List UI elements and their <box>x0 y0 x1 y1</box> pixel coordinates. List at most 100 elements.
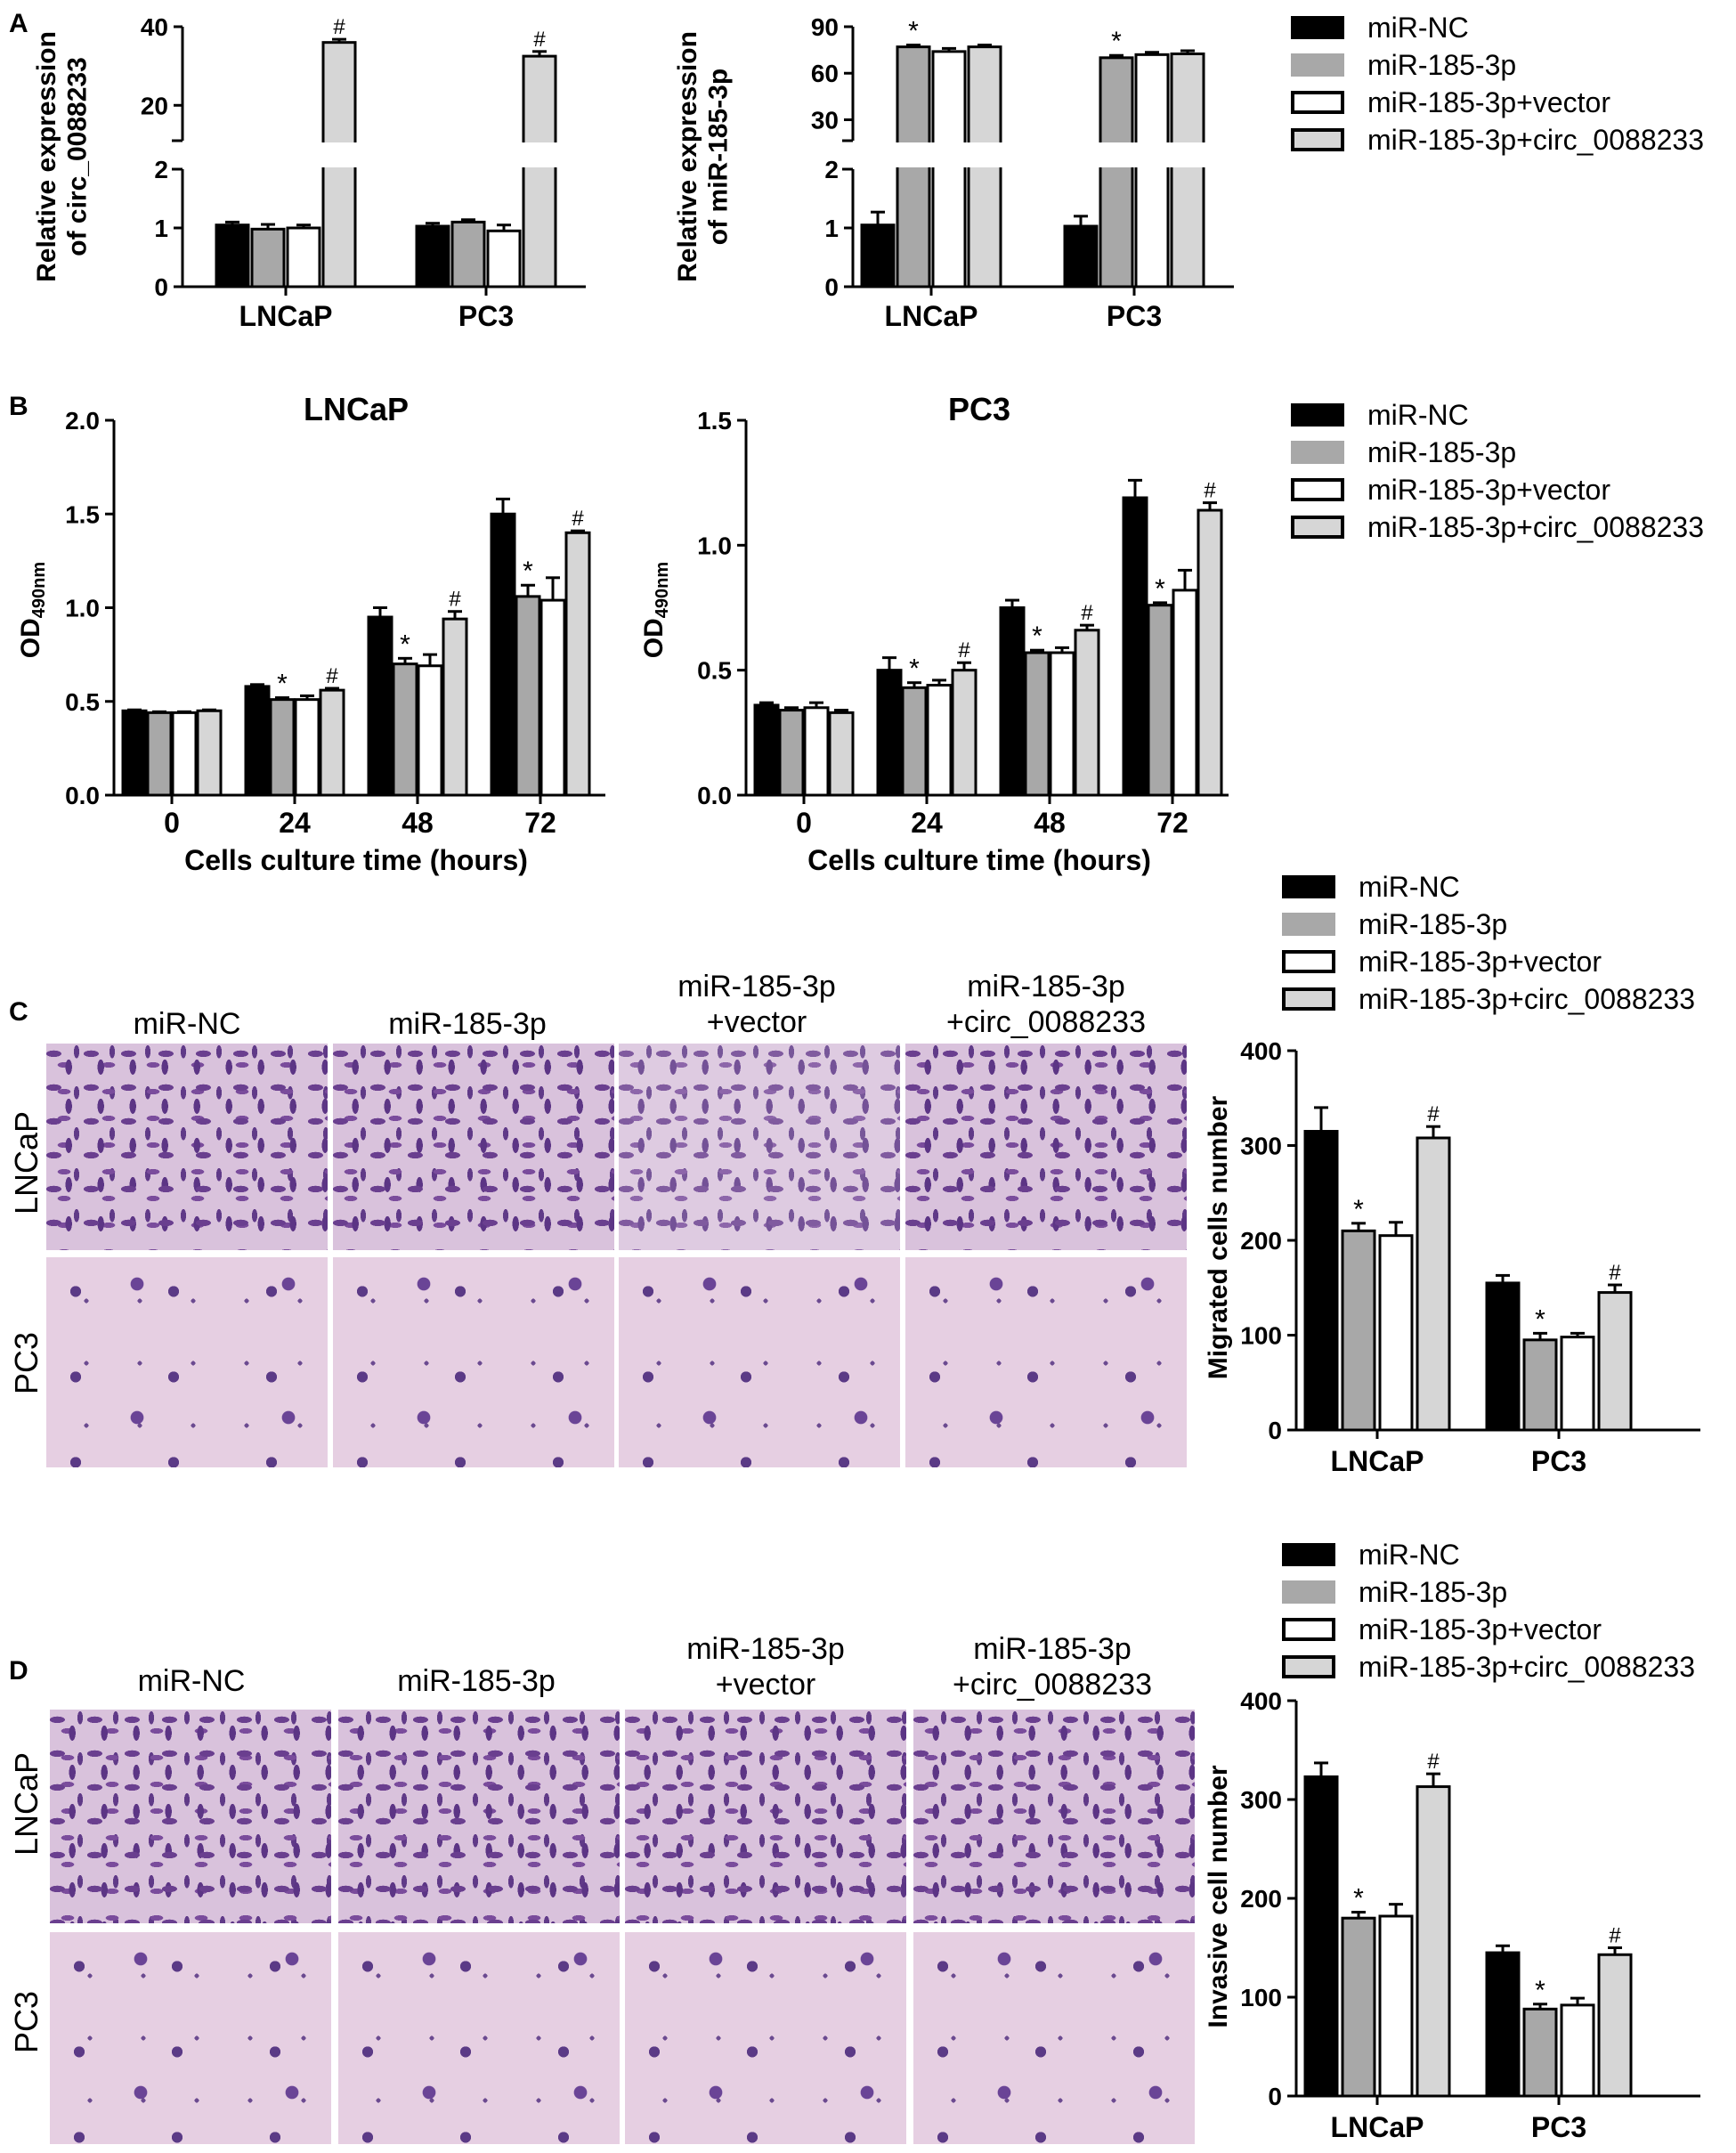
micrograph-d-lncap-vector <box>625 1710 906 1923</box>
y-tick-label: 400 <box>1240 1037 1282 1065</box>
legend-swatch <box>1291 441 1344 464</box>
bar <box>926 684 953 797</box>
legend-item: miR-185-3p <box>1291 434 1704 471</box>
legend-label: miR-NC <box>1367 398 1469 431</box>
chart-title: PC3 <box>948 391 1010 427</box>
significance-mark: * <box>1353 1195 1364 1224</box>
row-label-pc3: PC3 <box>8 1990 45 2054</box>
bar <box>367 615 393 797</box>
x-tick-label: LNCaP <box>1331 2111 1424 2143</box>
y-tick-label: 0 <box>1268 1417 1282 1444</box>
panel-label-d: D <box>9 1656 28 1686</box>
panel-label-a: A <box>9 9 28 38</box>
legend-label: miR-185-3p+circ_0088233 <box>1359 1650 1695 1683</box>
bar <box>244 685 271 797</box>
column-header-line: miR-NC <box>133 1007 241 1041</box>
y-tick-label: 1 <box>824 215 839 242</box>
y-tick-label: 1.5 <box>65 500 100 528</box>
chart-c: 0 100 200 300 400 * # LNCaP * # PC3 Migrated cells … <box>1204 1037 1700 1477</box>
micrograph-d-pc3-circ <box>913 1932 1195 2144</box>
column-header-line: miR-185-3p <box>686 1632 845 1666</box>
x-tick-label: 0 <box>796 807 812 839</box>
legend-item: miR-NC <box>1282 868 1695 906</box>
micrograph-c-lncap-circ <box>905 1044 1187 1250</box>
micrograph-c-pc3-vector <box>619 1257 900 1467</box>
legend-item: miR-185-3p+circ_0088233 <box>1291 121 1704 158</box>
bar <box>803 706 830 797</box>
significance-mark: # <box>1081 601 1093 625</box>
micrograph-c-pc3-circ <box>905 1257 1187 1467</box>
x-tick-label: LNCaP <box>885 300 978 332</box>
column-header-line: miR-NC <box>137 1664 246 1698</box>
legend-label: miR-185-3p+circ_0088233 <box>1367 123 1704 156</box>
significance-mark: * <box>400 630 410 659</box>
bar <box>1522 2007 1558 2098</box>
legend-swatch <box>1291 478 1344 501</box>
bar <box>539 598 566 797</box>
legend-label: miR-185-3p <box>1359 907 1508 940</box>
chart-a2: 0 1 2 30 60 90 * LNCaP * PC3 Relative expressionof… <box>673 13 1282 332</box>
bar <box>1122 496 1148 797</box>
bar <box>450 220 486 288</box>
x-axis-label: Cells culture time (hours) <box>184 844 528 876</box>
bar <box>1197 508 1223 797</box>
legend-label: miR-185-3p <box>1367 435 1517 468</box>
significance-mark: # <box>326 664 338 688</box>
y-tick-label: 400 <box>1240 1687 1282 1715</box>
significance-mark: # <box>1609 1261 1621 1285</box>
legend-item: miR-185-3p <box>1282 1573 1695 1611</box>
bar <box>1378 1914 1414 2098</box>
chart-d: 0 100 200 300 400 * # LNCaP * # PC3 Invasive cell n… <box>1204 1687 1700 2143</box>
y-tick-label: 2.0 <box>65 407 100 435</box>
legend-swatch <box>1282 1618 1335 1641</box>
y-tick-label: 60 <box>811 60 839 87</box>
bar <box>564 531 591 797</box>
y-axis-label: OD490nm <box>16 562 49 658</box>
y-tick-label: 0.0 <box>697 782 732 809</box>
bar <box>828 711 855 797</box>
bar <box>1024 651 1051 797</box>
x-tick-label: 72 <box>1156 807 1188 839</box>
bar <box>1074 629 1100 797</box>
panel-label-c: C <box>9 997 28 1027</box>
bar <box>392 662 418 797</box>
legend-item: miR-185-3p+circ_0088233 <box>1282 1648 1695 1686</box>
bar <box>1172 589 1198 797</box>
significance-mark: * <box>1032 622 1042 651</box>
chart-b1: 0.0 0.5 1.0 1.5 2.0 0 * #24 * #48 * #72 LNCaP Cells c… <box>16 391 605 876</box>
significance-mark: * <box>523 557 533 586</box>
bar <box>486 229 522 288</box>
significance-mark: * <box>1535 1976 1545 2005</box>
significance-mark: * <box>1111 27 1122 56</box>
bar <box>171 711 198 797</box>
chart-b2: 0.0 0.5 1.0 1.5 0 * #24 * #48 * #72 PC3 Cells cultur… <box>639 391 1229 876</box>
legend-swatch <box>1291 91 1344 114</box>
micrograph-d-lncap-mir-185-3p <box>338 1710 620 1923</box>
bar <box>1170 52 1205 288</box>
column-header-line: miR-185-3p <box>388 1007 547 1041</box>
legend-item: miR-185-3p+vector <box>1291 84 1704 121</box>
column-header-line: +circ_0088233 <box>952 1668 1152 1702</box>
x-tick-label: 24 <box>911 807 943 839</box>
legend-item: miR-NC <box>1291 9 1704 46</box>
legend-b: miR-NC miR-185-3p miR-185-3p+vector miR-… <box>1291 396 1704 546</box>
bar <box>1485 1951 1521 2098</box>
micrograph-c-pc3-mir-nc <box>46 1257 328 1467</box>
column-header-line: miR-185-3p <box>397 1664 556 1698</box>
legend-item: miR-NC <box>1282 1536 1695 1573</box>
chart-a1: 0 1 2 20 40 # LNCaP # PC3 Relative expressionof c… <box>32 13 641 332</box>
y-axis-label: Migrated cells number <box>1204 1095 1233 1379</box>
bar <box>778 709 805 797</box>
column-header-mir-nc: miR-NC <box>49 1006 325 1042</box>
bar <box>215 223 250 288</box>
bar <box>415 224 450 288</box>
bar <box>1597 1953 1633 2098</box>
y-tick-label: 200 <box>1240 1227 1282 1255</box>
bar <box>1099 56 1134 288</box>
y-tick-label: 0.0 <box>65 782 100 809</box>
legend-item: miR-185-3p <box>1291 46 1704 84</box>
legend-swatch <box>1282 913 1335 936</box>
y-tick-label: 200 <box>1240 1885 1282 1913</box>
bar <box>1341 1229 1376 1432</box>
significance-mark: * <box>1155 574 1165 604</box>
